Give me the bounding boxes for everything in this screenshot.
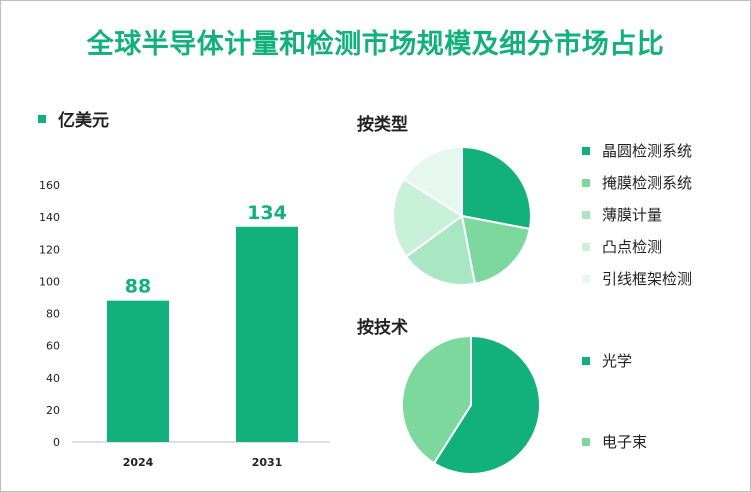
legend-label: 晶圆检测系统	[602, 142, 693, 160]
legend-item-film: 薄膜计量	[582, 204, 662, 225]
bar-legend: 亿美元	[38, 106, 109, 131]
y-tick-label: 40	[46, 372, 60, 385]
legend-swatch	[582, 210, 590, 219]
legend-item-bump: 凸点检测	[582, 236, 662, 257]
legend-item-wafer: 晶圆检测系统	[582, 140, 692, 161]
x-tick-label: 2024	[123, 456, 154, 469]
y-tick-label: 0	[53, 436, 60, 449]
y-tick-label: 20	[46, 404, 60, 417]
x-tick-label: 2031	[252, 456, 283, 469]
y-tick-label: 120	[39, 243, 60, 256]
bar-value-label: 134	[247, 202, 287, 224]
pie-type-title: 按类型	[357, 115, 408, 135]
legend-label: 引线框架检测	[602, 270, 693, 288]
pie-tech	[401, 334, 541, 475]
legend-item-mask: 掩膜检测系统	[582, 172, 692, 193]
pie-type	[392, 145, 532, 286]
pie-type-slice-4	[402, 145, 463, 218]
pie-type-slice-0	[461, 145, 532, 231]
legend-swatch	[582, 437, 590, 446]
pie-type-slice-3	[392, 177, 464, 258]
pie-tech-slice-0	[432, 334, 541, 475]
bar-legend-label: 亿美元	[58, 111, 109, 131]
legend-label: 掩膜检测系统	[602, 174, 693, 192]
legend-label: 电子束	[602, 433, 648, 451]
legend-item-leadframe: 引线框架检测	[582, 268, 692, 289]
legend-item-ebeam: 电子束	[582, 431, 647, 452]
legend-label: 凸点检测	[602, 238, 663, 256]
bar-2024	[107, 300, 169, 442]
chart-title: 全球半导体计量和检测市场规模及细分市场占比	[86, 29, 665, 60]
bar-legend-swatch	[38, 114, 46, 123]
pie-type-slice-2	[404, 214, 477, 286]
legend-item-optical: 光学	[582, 350, 632, 371]
bar-value-label: 88	[125, 276, 151, 298]
pie-tech-slice-1	[401, 334, 472, 465]
legend-swatch	[582, 146, 590, 155]
pie-type-slice-1	[460, 214, 531, 285]
bar-marks: 88 2024 134 2031	[107, 202, 298, 469]
legend-label: 光学	[602, 352, 633, 370]
legend-swatch	[582, 274, 590, 283]
legend-label: 薄膜计量	[602, 206, 663, 224]
legend-swatch	[582, 356, 590, 365]
legend-swatch	[582, 178, 590, 187]
y-tick-label: 160	[39, 179, 60, 192]
y-tick-label: 60	[46, 340, 60, 353]
legend-swatch	[582, 242, 590, 251]
y-tick-label: 140	[39, 211, 60, 224]
y-tick-label: 80	[46, 308, 60, 321]
bar-2031	[236, 226, 298, 442]
pie-tech-title: 按技术	[357, 318, 408, 338]
y-tick-label: 100	[39, 275, 60, 288]
